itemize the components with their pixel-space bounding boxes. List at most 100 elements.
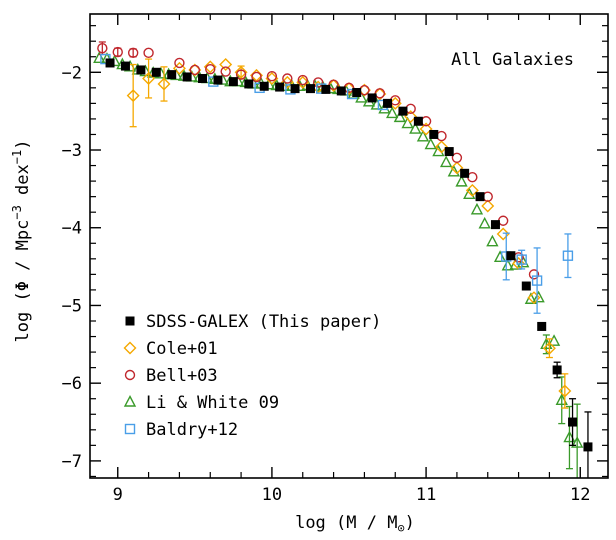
x-tick-label: 9 (113, 485, 123, 505)
data-point (157, 77, 171, 91)
y-tick-label: −2 (62, 63, 82, 83)
data-point (151, 67, 161, 77)
y-axis-title: log (Φ / Mpc−3 dex−1) (10, 140, 33, 343)
data-point (127, 47, 139, 59)
x-axis-title-close: ) (405, 513, 415, 533)
data-point (486, 234, 499, 247)
data-point (355, 90, 368, 103)
legend-label: Baldry+12 (146, 420, 238, 440)
x-axis-title: log (M / M⊙) (295, 513, 415, 535)
data-point (386, 106, 399, 119)
legend-label: Li & White 09 (146, 393, 279, 413)
data-point (105, 58, 115, 68)
data-point (506, 251, 516, 261)
y-axis-title-exp2: −1 (10, 150, 24, 164)
data-point (493, 250, 507, 262)
data-point (416, 129, 430, 142)
data-point (531, 275, 543, 286)
data-point (444, 147, 454, 157)
data-point (275, 82, 285, 92)
legend-marker (124, 369, 136, 381)
data-point (352, 87, 362, 97)
data-point (112, 46, 123, 58)
y-tick-label: −3 (62, 141, 82, 161)
data-point (532, 290, 545, 303)
data-point (558, 384, 572, 398)
data-point (265, 72, 279, 85)
data-point (296, 75, 310, 89)
x-tick-label: 11 (416, 485, 436, 505)
data-point (383, 98, 393, 108)
data-point (93, 51, 106, 64)
data-point (562, 250, 574, 261)
data-point (297, 74, 308, 86)
data-point (501, 258, 514, 271)
data-point (370, 97, 383, 110)
data-point (367, 93, 377, 103)
data-point (398, 106, 408, 116)
y-axis-title-close: ) (13, 140, 33, 150)
y-axis-title-mid: dex (13, 164, 33, 205)
y-tick-label: −6 (62, 374, 82, 394)
y-tick-label: −5 (62, 296, 82, 316)
legend-label: SDSS-GALEX (This paper) (146, 312, 381, 332)
data-point (516, 254, 527, 265)
data-point (282, 73, 293, 84)
data-point (143, 47, 154, 59)
data-point (328, 79, 339, 90)
data-point (189, 64, 201, 76)
data-point (198, 74, 208, 84)
data-point (583, 442, 593, 452)
data-point (97, 42, 108, 54)
data-point (167, 70, 177, 80)
x-axis-title-symbol: ⊙ (397, 521, 404, 535)
data-point (478, 216, 491, 229)
data-point (455, 174, 468, 187)
data-point (463, 187, 476, 200)
legend-marker (123, 394, 137, 407)
data-point (447, 164, 460, 177)
legend-marker (125, 316, 135, 326)
data-point (321, 84, 331, 94)
data-point (429, 129, 439, 139)
data-point (374, 88, 386, 99)
tick-layer: 9 10 11 12 −2 −3 −4 −5 −6 −7 (62, 14, 608, 505)
data-point (465, 183, 479, 197)
plot-frame (89, 13, 609, 479)
data-point (205, 63, 216, 75)
data-point (401, 116, 414, 129)
data-point (467, 172, 478, 183)
data-point (120, 61, 130, 71)
data-point (490, 220, 500, 230)
data-point (542, 341, 556, 355)
data-point (203, 60, 217, 74)
data-point (432, 144, 445, 157)
data-point (126, 89, 140, 103)
data-point (547, 334, 561, 346)
legend-marker (124, 423, 136, 435)
data-point (413, 116, 423, 126)
data-point (228, 77, 238, 87)
series-layer (93, 41, 593, 478)
data-point (521, 281, 531, 291)
x-axis-title-text: log (M / M (295, 513, 397, 533)
data-point (327, 79, 341, 92)
data-point (393, 110, 407, 123)
data-point (470, 202, 484, 215)
data-point (496, 227, 510, 241)
legend-label: Cole+01 (146, 339, 218, 359)
data-point (435, 140, 448, 154)
series-2 (97, 41, 540, 280)
data-point (290, 84, 300, 94)
data-point (497, 215, 509, 226)
data-point (182, 72, 192, 82)
data-point (373, 87, 387, 101)
data-point (266, 70, 278, 82)
data-point (568, 417, 578, 427)
data-point (552, 365, 562, 375)
legend: SDSS-GALEX (This paper) Cole+01 Bell+03 Li … (123, 312, 381, 440)
series-0 (105, 58, 593, 478)
data-point (219, 58, 233, 72)
data-point (481, 199, 495, 213)
